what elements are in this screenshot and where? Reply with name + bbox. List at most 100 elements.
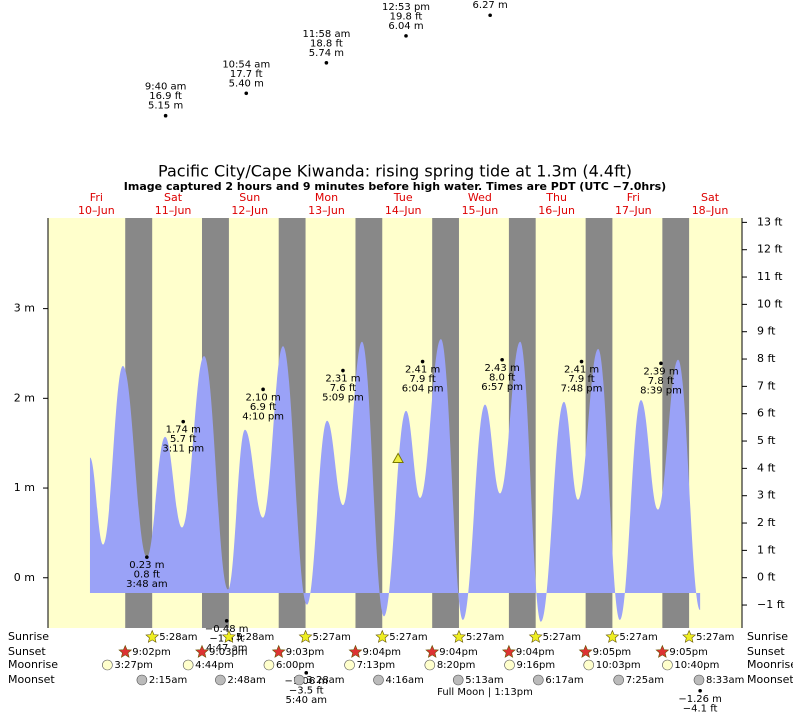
- sunrise-marker: [221, 629, 236, 643]
- sunrise-time: 5:27am: [389, 632, 427, 643]
- day-label: Fri: [90, 191, 103, 204]
- tide-label: 11:58 am: [302, 29, 350, 40]
- sunset-marker: [425, 644, 440, 658]
- tide-label: 16.9 ft: [149, 91, 182, 102]
- sunset-time: 9:04pm: [439, 647, 478, 658]
- tide-label: 6:57 pm: [481, 382, 523, 393]
- sunrise-time: 5:28am: [236, 632, 274, 643]
- date-label: 15–Jun: [462, 204, 499, 217]
- date-label: 13–Jun: [308, 204, 345, 217]
- sunset-marker: [271, 644, 286, 658]
- tide-label: 3:11 pm: [162, 444, 204, 455]
- moonset-marker: [293, 674, 305, 686]
- sunrise-marker: [605, 629, 620, 643]
- tide-label: 4:10 pm: [242, 411, 284, 422]
- row-label: Moonrise: [747, 658, 793, 671]
- moonset-marker: [215, 674, 226, 686]
- tide-point: [659, 361, 663, 366]
- tide-point: [500, 357, 504, 362]
- tide-point: [698, 689, 702, 693]
- tide-label: 2.41 m: [405, 365, 440, 376]
- tide-label: 7.6 ft: [330, 383, 356, 394]
- day-label: Thu: [545, 191, 567, 204]
- day-label: Wed: [468, 191, 492, 204]
- moonset-time: 6:17am: [545, 675, 583, 686]
- day-label: Mon: [315, 191, 338, 204]
- tide-label: 6:04 pm: [402, 384, 444, 395]
- tide-label: 0.8 ft: [134, 570, 160, 581]
- sunrise-time: 5:27am: [619, 632, 657, 643]
- tide-label: 6.04 m: [388, 21, 423, 32]
- moonrise-time: 6:00pm: [276, 660, 315, 671]
- tide-label: 8:39 pm: [640, 385, 682, 396]
- date-label: 17–Jun: [615, 204, 652, 217]
- sunrise-time: 5:27am: [313, 632, 351, 643]
- moonset-marker: [452, 674, 464, 686]
- tide-label: 5:40 am: [285, 695, 327, 706]
- sunset-time: 9:04pm: [516, 647, 555, 658]
- date-label: 16–Jun: [538, 204, 575, 217]
- y2-tick-label: 11 ft: [757, 270, 783, 283]
- tide-label: 5.15 m: [148, 101, 183, 112]
- moonrise-marker: [102, 659, 113, 671]
- sunset-time: 9:02pm: [132, 647, 171, 658]
- tide-label: −3.5 ft: [289, 685, 324, 696]
- moonset-marker: [613, 674, 624, 686]
- moonrise-time: 4:44pm: [195, 660, 234, 671]
- moonset-marker: [533, 674, 544, 686]
- tide-point: [304, 671, 309, 675]
- moonrise-marker: [182, 659, 194, 671]
- tide-label: 18.8 ft: [310, 38, 343, 49]
- moonrise-marker: [263, 659, 275, 671]
- y-tick-label: 2 m: [14, 391, 35, 404]
- y2-tick-label: 10 ft: [757, 297, 783, 310]
- sunrise-time: 5:27am: [543, 632, 581, 643]
- sunset-time: 9:03pm: [286, 647, 325, 658]
- sunrise-marker: [298, 629, 313, 643]
- tide-label: 7:48 pm: [561, 384, 603, 395]
- sunrise-time: 5:27am: [696, 632, 734, 643]
- moonrise-time: 9:16pm: [517, 660, 556, 671]
- tide-label: 7.8 ft: [648, 376, 674, 387]
- tide-label: 4:47 am: [206, 643, 248, 654]
- tide-area: [89, 339, 701, 622]
- tide-label: 5.40 m: [229, 78, 264, 89]
- sunset-time: 9:03pm: [209, 647, 248, 658]
- now-marker: [392, 452, 404, 463]
- moonrise-marker: [504, 659, 515, 671]
- sunrise-marker: [145, 629, 160, 643]
- sunset-time: 9:05pm: [669, 647, 708, 658]
- sunset-marker: [195, 644, 209, 658]
- row-label: Moonset: [747, 673, 793, 686]
- moonset-time: 2:15am: [149, 675, 187, 686]
- tide-point: [163, 113, 168, 118]
- tide-label: 2.43 m: [485, 363, 520, 374]
- tide-point: [404, 34, 408, 38]
- day-label: Sat: [701, 191, 720, 204]
- sunset-marker: [348, 644, 363, 658]
- sunset-marker: [578, 644, 593, 658]
- moonset-time: 2:48am: [227, 675, 265, 686]
- moonrise-marker: [662, 659, 673, 671]
- tide-label: 6.27 m: [473, 0, 508, 11]
- moonset-marker: [693, 674, 705, 686]
- y2-tick-label: 2 ft: [757, 516, 776, 529]
- tide-label: 17.7 ft: [230, 69, 263, 80]
- y2-tick-label: −1 ft: [757, 598, 785, 611]
- tide-point: [488, 13, 492, 18]
- sunrise-time: 5:28am: [159, 632, 197, 643]
- tide-label: 5:09 pm: [322, 393, 364, 404]
- day-label: Fri: [627, 191, 640, 204]
- moonset-time: 3:28am: [306, 675, 344, 686]
- moonset-marker: [136, 674, 148, 686]
- sunset-marker: [655, 644, 670, 658]
- tide-point: [261, 387, 265, 392]
- y2-tick-label: 1 ft: [757, 543, 776, 556]
- sunset-time: 9:05pm: [593, 647, 632, 658]
- tide-point: [420, 359, 425, 364]
- tide-label: 7.9 ft: [409, 374, 435, 385]
- tide-label: −0.48 m: [205, 624, 249, 635]
- sunrise-marker: [452, 629, 466, 643]
- day-label: Sat: [164, 191, 183, 204]
